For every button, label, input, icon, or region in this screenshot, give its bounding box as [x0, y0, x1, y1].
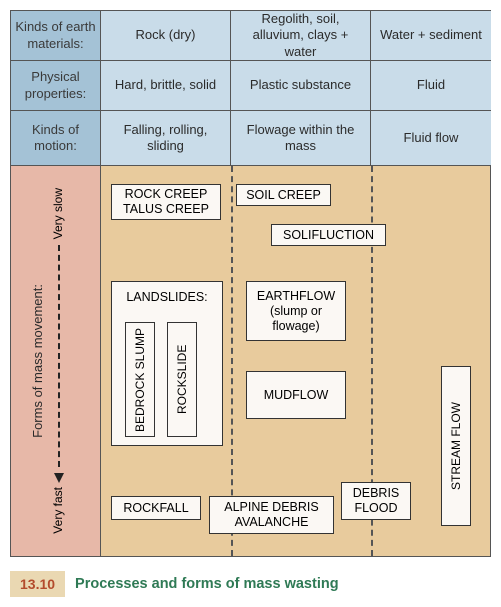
box-earthflow: EARTHFLOW (slump or flowage) — [246, 281, 346, 341]
box-rockslide: ROCKSLIDE — [167, 322, 197, 437]
landslides-label: LANDSLIDES: — [126, 290, 207, 305]
hdr-val-hard: Hard, brittle, solid — [101, 61, 231, 111]
hdr-val-flowage: Flowage within the mass — [231, 111, 371, 165]
axis-column: Forms of mass movement: Very slow Very f… — [11, 166, 101, 556]
arrowhead-icon — [54, 473, 64, 483]
hdr-val-plastic: Plastic substance — [231, 61, 371, 111]
caption-text: Processes and forms of mass wasting — [75, 576, 339, 592]
hdr-val-falling: Falling, rolling, sliding — [101, 111, 231, 165]
hdr-label-physical: Physical properties: — [11, 61, 101, 111]
box-debris-flood: DEBRIS FLOOD — [341, 482, 411, 520]
caption-number: 13.10 — [10, 571, 65, 597]
box-bedrock-slump: BEDROCK SLUMP — [125, 322, 155, 437]
speed-axis: Forms of mass movement: Very slow Very f… — [25, 186, 69, 536]
axis-bottom-label: Very fast — [52, 487, 65, 534]
hdr-val-fluidflow: Fluid flow — [371, 111, 491, 165]
hdr-val-rock: Rock (dry) — [101, 11, 231, 61]
hdr-val-fluid: Fluid — [371, 61, 491, 111]
box-rockfall: ROCKFALL — [111, 496, 201, 520]
box-rock-creep: ROCK CREEP TALUS CREEP — [111, 184, 221, 220]
hdr-label-motion: Kinds of motion: — [11, 111, 101, 165]
hdr-val-water: Water + sediment — [371, 11, 491, 61]
axis-top-label: Very slow — [52, 188, 65, 239]
axis-line — [58, 245, 60, 467]
hdr-label-materials: Kinds of earth materials: — [11, 11, 101, 61]
box-stream-flow: STREAM FLOW — [441, 366, 471, 526]
body-area: Forms of mass movement: Very slow Very f… — [11, 166, 490, 556]
caption: 13.10 Processes and forms of mass wastin… — [10, 571, 491, 597]
box-alpine: ALPINE DEBRIS AVALANCHE — [209, 496, 334, 534]
mass-wasting-figure: Kinds of earth materials: Rock (dry) Reg… — [10, 10, 491, 557]
axis-title: Forms of mass movement: — [30, 284, 45, 438]
box-solifluction: SOLIFLUCTION — [271, 224, 386, 246]
process-canvas: ROCK CREEP TALUS CREEP SOIL CREEP SOLIFL… — [101, 166, 490, 556]
hdr-val-regolith: Regolith, soil, alluvium, clays + water — [231, 11, 371, 61]
box-mudflow: MUDFLOW — [246, 371, 346, 419]
box-soil-creep: SOIL CREEP — [236, 184, 331, 206]
header-table: Kinds of earth materials: Rock (dry) Reg… — [11, 11, 490, 166]
